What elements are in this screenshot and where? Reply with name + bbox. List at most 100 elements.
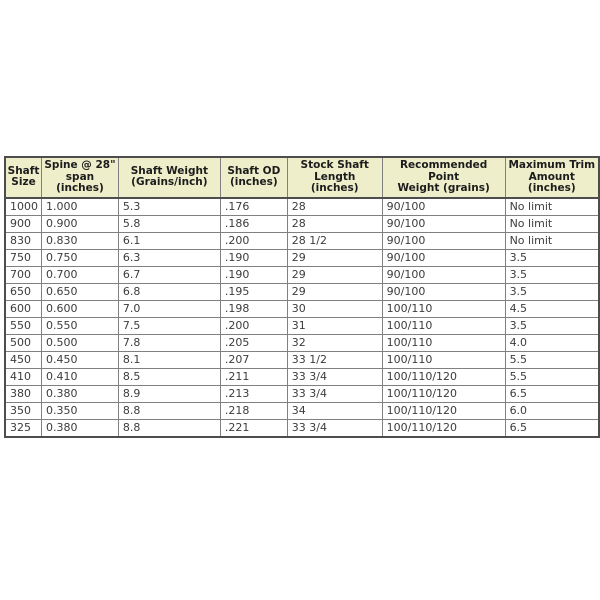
table-cell: 5.8 (117, 214, 221, 233)
table-cell: .205 (219, 333, 288, 352)
table-row: 1000 1.000 5.3.176 28 90/100 No limit (4, 197, 600, 216)
table-cell: 0.700 (41, 265, 119, 284)
table-cell: 410 (4, 367, 42, 386)
table-cell: 90/100 (381, 214, 506, 233)
table-cell: 6.3 (117, 248, 221, 267)
table-cell: 6.8 (117, 282, 221, 301)
table-cell: .190 (219, 265, 288, 284)
table-cell: 4.5 (504, 299, 600, 318)
table-cell: 5.3 (117, 197, 221, 216)
table-row: 900 0.900 5.8.186 28 90/100 No limit (4, 214, 600, 233)
table-cell: .176 (219, 197, 288, 216)
table-cell: 5.5 (504, 367, 600, 386)
table-cell: 380 (4, 384, 42, 403)
table-cell: 28 (286, 214, 383, 233)
table-cell: 0.380 (41, 418, 119, 437)
table-cell: 0.550 (41, 316, 119, 335)
table-cell: 600 (4, 299, 42, 318)
table-body: 1000 1.000 5.3.176 28 90/100 No limit 900 0.900… (4, 197, 600, 437)
table-row: 450 0.450 8.1.207 33 1/2 100/110 5.5 (4, 350, 600, 369)
table-cell: 6.5 (504, 418, 600, 437)
table-row: 325 0.380 8.8.221 33 3/4 100/110/120 6.5 (4, 418, 600, 437)
table-cell: 0.900 (41, 214, 119, 233)
table-cell: 650 (4, 282, 42, 301)
table-cell: 29 (286, 265, 383, 284)
table-cell: No limit (504, 197, 600, 216)
table-cell: 100/110/120 (381, 401, 506, 420)
table-cell: 550 (4, 316, 42, 335)
table-cell: .213 (219, 384, 288, 403)
table-cell: 28 1/2 (286, 231, 383, 250)
table-row: 410 0.410 8.5.211 33 3/4 100/110/120 5.5 (4, 367, 600, 386)
table-cell: .218 (219, 401, 288, 420)
table-cell: 33 3/4 (286, 418, 383, 437)
table-cell: 100/110/120 (381, 418, 506, 437)
table-cell: 0.830 (41, 231, 119, 250)
table-row: 350 0.350 8.8.218 34 100/110/120 6.0 (4, 401, 600, 420)
table-cell: 3.5 (504, 248, 600, 267)
column-header: Recommended Point Weight (grains) (381, 156, 506, 199)
table-cell: 450 (4, 350, 42, 369)
table-cell: 0.350 (41, 401, 119, 420)
table-row: 600 0.600 7.0.198 30 100/110 4.5 (4, 299, 600, 318)
table-cell: 8.8 (117, 418, 221, 437)
table-cell: 500 (4, 333, 42, 352)
table-cell: 34 (286, 401, 383, 420)
table-cell: 100/110/120 (381, 384, 506, 403)
table-cell: 33 3/4 (286, 367, 383, 386)
table-cell: 0.650 (41, 282, 119, 301)
table-cell: .190 (219, 248, 288, 267)
table-cell: .198 (219, 299, 288, 318)
table-cell: 0.380 (41, 384, 119, 403)
table-cell: 0.450 (41, 350, 119, 369)
table-cell: 7.0 (117, 299, 221, 318)
table-row: 750 0.750 6.3.190 29 90/100 3.5 (4, 248, 600, 267)
table-cell: 3.5 (504, 316, 600, 335)
table-cell: 29 (286, 248, 383, 267)
table-cell: 700 (4, 265, 42, 284)
table-cell: 6.0 (504, 401, 600, 420)
table-cell: 29 (286, 282, 383, 301)
table-cell: .195 (219, 282, 288, 301)
table-cell: 33 3/4 (286, 384, 383, 403)
table-cell: 750 (4, 248, 42, 267)
table-cell: .200 (219, 316, 288, 335)
table-cell: 100/110 (381, 333, 506, 352)
table-cell: 100/110 (381, 299, 506, 318)
table-cell: 31 (286, 316, 383, 335)
table-cell: 325 (4, 418, 42, 437)
column-header: Shaft OD (inches) (219, 156, 288, 199)
table-cell: 30 (286, 299, 383, 318)
table-cell: 90/100 (381, 265, 506, 284)
table-cell: 100/110 (381, 350, 506, 369)
table-cell: .211 (219, 367, 288, 386)
table-cell: 0.600 (41, 299, 119, 318)
table-cell: 7.5 (117, 316, 221, 335)
table-cell: 100/110/120 (381, 367, 506, 386)
table-cell: 8.1 (117, 350, 221, 369)
column-header: Maximum Trim Amount (inches) (504, 156, 600, 199)
table-cell: 3.5 (504, 282, 600, 301)
table-row: 550 0.550 7.5.200 31 100/110 3.5 (4, 316, 600, 335)
table-row: 650 0.650 6.8.195 29 90/100 3.5 (4, 282, 600, 301)
table-cell: 0.500 (41, 333, 119, 352)
table-cell: 0.750 (41, 248, 119, 267)
table-cell: 90/100 (381, 282, 506, 301)
column-header: Spine @ 28" span (inches) (41, 156, 119, 199)
table-cell: 90/100 (381, 248, 506, 267)
header-row: Shaft Size Spine @ 28" span (inches) Shaft… (4, 156, 600, 199)
table-cell: .200 (219, 231, 288, 250)
table-cell: 1.000 (41, 197, 119, 216)
table-row: 700 0.700 6.7.190 29 90/100 3.5 (4, 265, 600, 284)
column-header: Stock Shaft Length (inches) (286, 156, 383, 199)
table-cell: .207 (219, 350, 288, 369)
table-cell: 3.5 (504, 265, 600, 284)
table-cell: 830 (4, 231, 42, 250)
table-cell: 8.9 (117, 384, 221, 403)
table-cell: 32 (286, 333, 383, 352)
column-header: Shaft Size (4, 156, 42, 199)
table-cell: 4.0 (504, 333, 600, 352)
table-row: 380 0.380 8.9.213 33 3/4 100/110/120 6.5 (4, 384, 600, 403)
table-cell: 8.8 (117, 401, 221, 420)
